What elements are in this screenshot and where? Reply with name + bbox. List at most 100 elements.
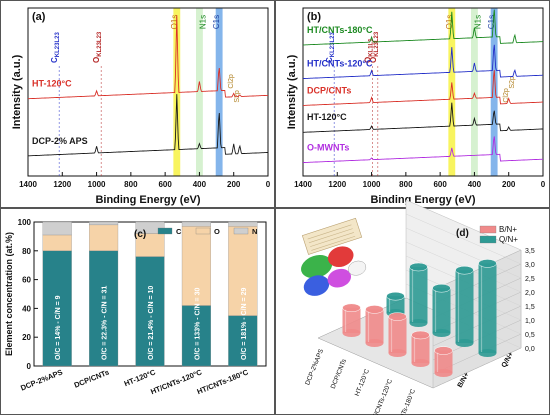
spectrum-line <box>302 136 543 164</box>
cylinder-body-0 <box>434 350 453 373</box>
auger-peak-label: OKL1L1 <box>364 38 375 63</box>
y-tick-label: 0 <box>27 362 32 371</box>
cylinder-panel: 0,0 0,5 1,0 1,5 2,0 2,5 3,0 3,5 DCP-2%APS DCP/CNT… <box>301 199 535 415</box>
auger-peak-sub: KL23L23 <box>374 31 380 57</box>
cylinder-top-1 <box>432 283 451 293</box>
cylinder-base-0 <box>434 369 453 377</box>
category-label: HT-120°C <box>353 367 371 397</box>
y-tick-label: 40 <box>22 304 31 313</box>
x-axis-label: Binding Energy (eV) <box>95 194 200 206</box>
inset-note-line <box>308 228 353 244</box>
cylinder-body-0 <box>365 309 384 343</box>
spectrum-line <box>302 44 543 80</box>
spectrum-line <box>303 102 543 133</box>
band-label-o1s: O1s <box>170 15 179 30</box>
y-axis-label: Intensity (a.u.) <box>286 54 298 129</box>
cylinder-top-0 <box>388 312 407 321</box>
minor-peak-label: Cl2p <box>228 74 235 89</box>
cylinder-top-1 <box>455 265 474 275</box>
z-tick-label: 3,5 <box>525 248 535 255</box>
auger-peak-label: OKL23L23 <box>369 31 380 63</box>
category-label: DCP/CNTs <box>330 357 349 389</box>
series-label: DCP-2% APS <box>32 136 88 146</box>
x-tick-label: 600 <box>433 180 447 189</box>
x-tick-label: 600 <box>158 180 172 189</box>
band-o1s <box>448 8 456 176</box>
cylinder-top-0 <box>365 305 384 314</box>
band-o1s <box>173 8 181 176</box>
auger-peak-sub: KL23L23 <box>330 32 336 58</box>
legend-swatch <box>479 225 497 234</box>
inset-blob-blue <box>303 275 330 296</box>
cylinder-top-1 <box>386 291 405 301</box>
y-tick-label: 100 <box>18 218 32 227</box>
x-tick-label: 400 <box>193 180 207 189</box>
band-c1s <box>490 8 498 176</box>
bar-segment-o <box>89 224 119 251</box>
bar-segment-c <box>228 315 258 367</box>
legend-label: Q/N+ <box>499 235 518 244</box>
inset-blob-magenta <box>327 268 352 288</box>
series-label: DCP/CNTs <box>307 85 351 95</box>
z-tick-label: 1,5 <box>525 304 535 311</box>
z-tick-label: 2,0 <box>525 290 535 297</box>
z-grid-line-back <box>405 227 522 279</box>
cylinder-top-0 <box>434 346 453 355</box>
cylinder-body-0 <box>342 307 361 333</box>
x-tick-label: 0 <box>541 180 546 189</box>
cylinder-base-0 <box>388 349 407 357</box>
panel-label: (b) <box>307 11 321 23</box>
x-tick-label: 1400 <box>294 180 312 189</box>
category-label: DCP-2%APS <box>304 348 325 387</box>
bar-segment-o <box>228 226 258 316</box>
series-label: HT/CNTs-180°C <box>307 25 373 35</box>
cylinder-body-1 <box>455 270 474 343</box>
stacked-bar-panel: 0 20 40 60 80 100 Element concentration (at.%)… <box>4 218 267 396</box>
y-axis-label: Element concentration (at.%) <box>4 232 14 356</box>
cylinder-base-1 <box>409 319 428 327</box>
xps-panel-1: O1s N1s C1s 1400 1200 1000 800 600 400 200 0 Bindin… <box>286 7 546 206</box>
bar-segment-n <box>89 221 119 226</box>
panel-a-frame <box>0 0 275 208</box>
bar-segment-c <box>181 305 211 367</box>
cylinder-body-1 <box>432 288 451 333</box>
auger-peak-label: CKL23L23 <box>50 32 61 63</box>
x-tick-label: 800 <box>124 180 138 189</box>
cylinder-top-0 <box>411 330 430 340</box>
plot-frame <box>302 7 544 177</box>
spectrum-line <box>28 15 268 100</box>
cylinder-base-1 <box>432 329 451 337</box>
inset-note-card <box>301 217 363 255</box>
bar-ratio-label: O/C = 22.3% - C/N = 31 <box>102 286 109 360</box>
band-label-o1s: O1s <box>445 15 454 30</box>
x-tick-label: 1000 <box>363 180 381 189</box>
spectrum-line <box>302 9 543 46</box>
bar-segment-c <box>135 256 165 367</box>
x-tick-label: 800 <box>399 180 413 189</box>
y-tick-label: 80 <box>22 247 31 256</box>
category-label: HT/CNTs-120°C <box>149 367 203 396</box>
auger-peak-sub: KL23L23 <box>97 31 103 57</box>
band-label-c1s: C1s <box>487 15 496 29</box>
legend-label: B/N+ <box>499 225 517 234</box>
legend-label: C <box>176 227 182 236</box>
cylinder-top-0 <box>342 303 361 313</box>
x-tick-label: 1000 <box>88 180 106 189</box>
panel-label: (a) <box>32 11 46 23</box>
inset-note-line <box>311 235 356 251</box>
legend-label: N <box>252 227 257 236</box>
x-tick-label: 1400 <box>19 180 37 189</box>
series-label: HT-120°C <box>307 112 347 122</box>
series-label: HT-120°C <box>32 79 72 89</box>
category-label: DCP/CNTs <box>73 368 111 390</box>
y-tick-label: 20 <box>22 333 31 342</box>
category-label: HT/CNTs-180°C <box>392 387 417 415</box>
category-label: DCP-2%APS <box>19 368 64 393</box>
legend-swatch <box>157 227 173 235</box>
band-label-n1s: N1s <box>198 15 207 29</box>
x-tick-label: 200 <box>227 180 241 189</box>
bar-segment-c <box>42 250 72 367</box>
x-tick-label: 200 <box>502 180 516 189</box>
cylinder-body-1 <box>478 263 497 353</box>
